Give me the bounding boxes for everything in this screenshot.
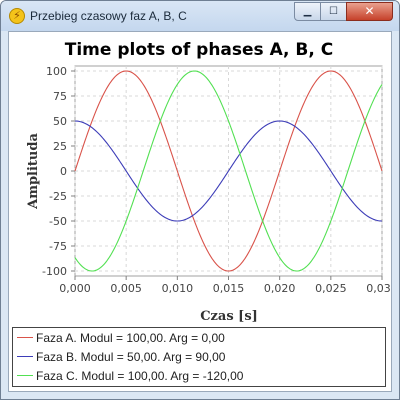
lightning-icon: ⚡ [9, 8, 25, 24]
x-tick-label: 0,015 [213, 282, 245, 295]
title-bar[interactable]: ⚡ Przebieg czasowy faz A, B, C ▁ ☐ ✕ [1, 1, 399, 31]
chart-title: Time plots of phases A, B, C [65, 40, 334, 60]
legend-label-phase-c: Faza C. Modul = 100,00. Arg = -120,00 [36, 368, 244, 383]
legend-item-phase-b: Faza B. Modul = 50,00. Arg = 90,00 [17, 349, 225, 367]
y-tick-label: 25 [53, 140, 67, 153]
minimize-button[interactable]: ▁ [294, 2, 321, 21]
y-tick-label: -75 [49, 240, 67, 253]
phase-chart: Time plots of phases A, B, C 0,000 0,005 0… [26, 40, 391, 324]
legend-item-phase-a: Faza A. Modul = 100,00. Arg = 0,00 [17, 330, 225, 348]
y-tick-label: -25 [49, 190, 67, 203]
minimize-icon: ▁ [303, 6, 312, 17]
x-tick-label: 0,005 [110, 282, 142, 295]
legend-swatch-phase-a [17, 337, 33, 339]
y-tick-label: -100 [42, 265, 67, 278]
series-line-phase-a [74, 70, 383, 272]
x-tick-label: 0,020 [264, 282, 296, 295]
close-button[interactable]: ✕ [346, 2, 393, 21]
x-tick-label: 0,030 [366, 282, 391, 295]
chart-panel: Time plots of phases A, B, C 0,000 0,005 0… [8, 31, 392, 392]
x-tick-label: 0,000 [59, 282, 91, 295]
y-tick-label: -50 [49, 215, 67, 228]
y-tick-label: 50 [53, 115, 67, 128]
legend-label-phase-a: Faza A. Modul = 100,00. Arg = 0,00 [36, 330, 225, 345]
window-title: Przebieg czasowy faz A, B, C [30, 9, 187, 23]
chart-legend: Faza A. Modul = 100,00. Arg = 0,00 Faza … [12, 327, 386, 387]
legend-label-phase-b: Faza B. Modul = 50,00. Arg = 90,00 [36, 349, 226, 364]
maximize-button[interactable]: ☐ [320, 2, 347, 21]
x-tick-label: 0,025 [315, 282, 347, 295]
x-axis-label: Czas [s] [200, 309, 258, 324]
series-line-phase-b [74, 120, 383, 222]
legend-swatch-phase-c [17, 375, 33, 377]
y-tick-label: 0 [60, 165, 67, 178]
close-icon: ✕ [364, 4, 375, 18]
axes: 0,000 0,005 0,010 0,015 0,020 0,025 0,030 100 75… [42, 65, 391, 295]
x-tick-label: 0,010 [162, 282, 194, 295]
series-lines [74, 70, 383, 272]
y-axis-label: Amplituda [26, 133, 41, 210]
y-tick-label: 100 [46, 65, 67, 78]
y-tick-label: 75 [53, 90, 67, 103]
series-line-phase-c [74, 70, 383, 272]
legend-swatch-phase-b [17, 356, 33, 358]
legend-item-phase-c: Faza C. Modul = 100,00. Arg = -120,00 [17, 368, 243, 386]
maximize-icon: ☐ [329, 6, 338, 17]
